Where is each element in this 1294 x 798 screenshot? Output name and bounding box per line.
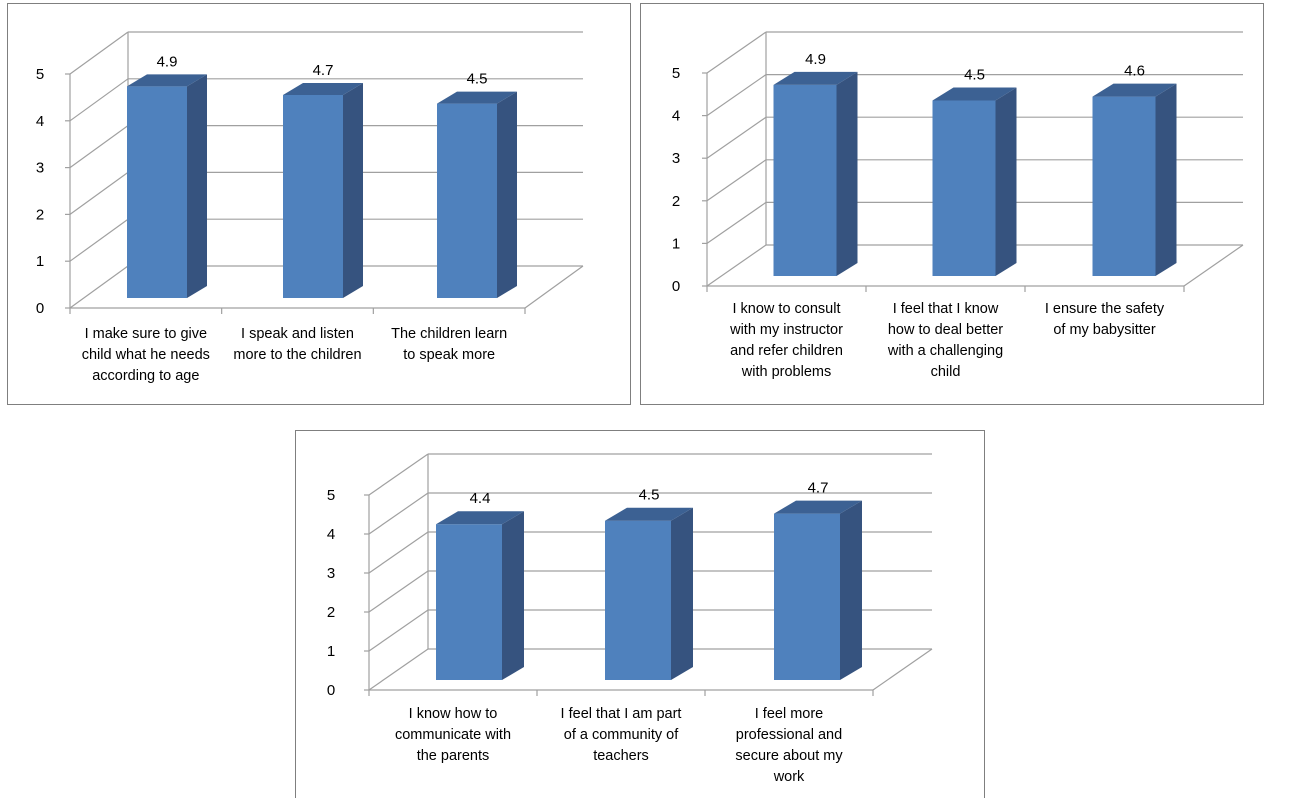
bar-side [995, 87, 1017, 276]
bar-side [836, 71, 858, 277]
bar-top [605, 507, 693, 521]
side-wall-gridline [706, 159, 767, 202]
y-tick-label: 0 [36, 300, 44, 317]
y-tick-label: 5 [36, 66, 44, 83]
bar-top [773, 71, 858, 85]
side-wall-gridline [706, 31, 767, 74]
data-label: 4.9 [805, 51, 826, 68]
y-tick-label: 2 [327, 604, 335, 621]
data-label: 4.7 [313, 62, 334, 79]
bar [127, 86, 187, 298]
data-label: 4.9 [157, 53, 178, 70]
y-tick-label: 4 [36, 113, 44, 130]
y-tick-label: 2 [36, 206, 44, 223]
side-wall-gridline [706, 244, 767, 287]
bar-side [1155, 83, 1177, 276]
category-label: I feel more professional and secure abou… [735, 706, 843, 785]
bar-top [1092, 83, 1177, 97]
data-label: 4.7 [808, 480, 829, 497]
bar-side [840, 500, 862, 680]
category-label: The children learn to speak more [391, 326, 508, 363]
y-tick-label: 4 [672, 108, 680, 125]
bar [436, 524, 502, 680]
category-label: I feel that I know how to deal better wi… [887, 301, 1004, 380]
bar [605, 520, 671, 680]
chart-svg-3: 0 1 2 3 4 5 4.4 4.5 4.7 [327, 453, 933, 699]
bar-top [932, 87, 1017, 101]
side-wall-gridline [69, 31, 129, 75]
chart-svg-2: 0 1 2 3 4 5 4.9 4.5 4.6 [672, 31, 1244, 295]
side-wall-gridline [368, 609, 429, 652]
category-label: I feel that I am part of a community of … [560, 706, 682, 764]
floor-right-edge [524, 265, 584, 309]
category-label: I ensure the safety of my babysitter [1044, 301, 1165, 338]
side-wall-gridline [368, 648, 429, 691]
bar-side [187, 74, 207, 298]
y-tick-label: 4 [327, 526, 335, 543]
floor-right-edge [872, 648, 933, 691]
floor-right-edge [1183, 244, 1244, 287]
bar [283, 94, 343, 299]
side-wall-gridline [69, 125, 129, 169]
chart-panel-3: 0 1 2 3 4 5 4.4 4.5 4.7 I know how to communicat… [295, 430, 985, 798]
category-label: I know to consult with my instructor and… [730, 301, 843, 380]
category-label: I know how to communicate with the paren… [394, 706, 512, 764]
side-wall-gridline [706, 201, 767, 244]
data-label: 4.6 [1124, 63, 1145, 80]
y-tick-label: 0 [327, 682, 335, 699]
side-wall-gridline [368, 570, 429, 613]
side-wall-gridline [368, 453, 429, 496]
bar-side [502, 511, 524, 680]
y-tick-label: 3 [327, 565, 335, 582]
bar-side [497, 91, 517, 298]
bar-side [671, 507, 693, 680]
y-tick-label: 0 [672, 278, 680, 295]
bar [773, 84, 837, 277]
data-label: 4.4 [470, 490, 491, 507]
side-wall-gridline [69, 218, 129, 262]
bar-top [127, 74, 207, 87]
bar-top [437, 91, 517, 104]
y-tick-label: 3 [36, 160, 44, 177]
bar [932, 100, 996, 276]
bar-top [283, 82, 363, 95]
category-label: I make sure to give child what he needs … [81, 326, 210, 384]
y-tick-label: 1 [327, 643, 335, 660]
bar-top [436, 511, 524, 525]
data-label: 4.5 [639, 487, 660, 504]
side-wall-gridline [368, 531, 429, 574]
bar-top [774, 500, 862, 514]
bar [1092, 96, 1156, 276]
y-tick-label: 1 [36, 253, 44, 270]
category-label: I speak and listen more to the children [233, 326, 362, 363]
side-wall-gridline [69, 78, 129, 122]
side-wall-gridline [706, 74, 767, 117]
bar [437, 103, 497, 298]
bar [774, 513, 840, 680]
y-tick-label: 5 [672, 65, 680, 82]
chart-panel-1: 0 1 2 3 4 5 4.9 4.7 4.5 I make sure to give chil… [7, 3, 631, 405]
side-wall-gridline [706, 116, 767, 159]
y-tick-label: 2 [672, 193, 680, 210]
y-tick-label: 3 [672, 150, 680, 167]
side-wall-gridline [368, 492, 429, 535]
chart-panel-2: 0 1 2 3 4 5 4.9 4.5 4.6 I know to consult with m… [640, 3, 1264, 405]
chart-svg-1: 0 1 2 3 4 5 4.9 4.7 4.5 [36, 31, 584, 317]
y-tick-label: 1 [672, 235, 680, 252]
side-wall-gridline [69, 171, 129, 215]
side-wall-gridline [69, 265, 129, 309]
data-label: 4.5 [467, 71, 488, 88]
y-tick-label: 5 [327, 487, 335, 504]
bar-side [343, 82, 363, 299]
data-label: 4.5 [964, 67, 985, 84]
